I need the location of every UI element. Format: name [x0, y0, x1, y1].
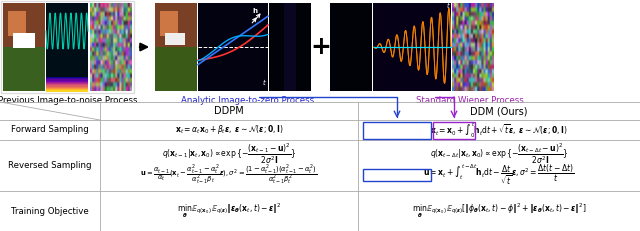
Bar [46, 84, 88, 86]
Bar [284, 3, 296, 91]
Text: $q(\mathbf{x}_{t-\Delta t}|\mathbf{x}_t, \mathbf{x}_0) \propto \exp\{-\dfrac{(\m: $q(\mathbf{x}_{t-\Delta t}|\mathbf{x}_t,… [429, 141, 568, 166]
Bar [269, 3, 311, 91]
Text: Training Objective: Training Objective [11, 207, 89, 216]
Bar [363, 122, 431, 139]
Text: $\min_{\boldsymbol{\theta}}\mathbb{E}_{q(\mathbf{x}_0)}\mathbb{E}_{q(\boldsymbol: $\min_{\boldsymbol{\theta}}\mathbb{E}_{q… [177, 202, 281, 220]
Bar [46, 77, 88, 79]
Text: $t$: $t$ [446, 0, 451, 10]
Bar [46, 3, 88, 91]
Bar [198, 3, 268, 91]
Bar [155, 47, 197, 91]
Bar [1, 1, 134, 93]
Bar [46, 79, 88, 81]
Bar [165, 33, 185, 45]
Text: DDM (Ours): DDM (Ours) [470, 106, 528, 116]
Text: Analytic Image-to-zero Process: Analytic Image-to-zero Process [181, 96, 315, 105]
Text: $\min_{\boldsymbol{\theta}}\mathbb{E}_{q(\mathbf{x}_0)}\mathbb{E}_{q(\boldsymbol: $\min_{\boldsymbol{\theta}}\mathbb{E}_{q… [412, 202, 586, 220]
Bar [160, 11, 178, 36]
Bar [8, 11, 26, 36]
Bar [46, 88, 88, 89]
Bar [3, 3, 45, 47]
Text: $\mathbf{h}$: $\mathbf{h}$ [253, 6, 259, 15]
Bar [46, 81, 88, 82]
Bar [155, 3, 197, 91]
Bar [46, 78, 88, 80]
Text: $\mathbf{u}=\dfrac{\alpha_{t-1}}{\alpha_t}(\mathbf{x}_t-\dfrac{\alpha_{t-1}^2-\a: $\mathbf{u}=\dfrac{\alpha_{t-1}}{\alpha_… [141, 163, 317, 187]
Bar [46, 90, 88, 92]
Bar [90, 3, 132, 91]
Text: $t$: $t$ [262, 77, 267, 87]
Text: $\mathbf{x}_t = \mathbf{x}_0 + \int_0^t \mathbf{h}_t\mathrm{d}t + \sqrt{t}\bolds: $\mathbf{x}_t = \mathbf{x}_0 + \int_0^t … [430, 120, 568, 140]
Text: Previous Image-to-noise Process: Previous Image-to-noise Process [0, 96, 138, 105]
Text: $\mathbf{x}_t = \alpha_t\mathbf{x}_0 + \beta_t\boldsymbol{\epsilon},\ \boldsymbo: $\mathbf{x}_t = \alpha_t\mathbf{x}_0 + \… [175, 124, 284, 137]
Text: Standard Wiener Process: Standard Wiener Process [416, 96, 524, 105]
Bar [46, 87, 88, 88]
Bar [433, 122, 475, 139]
Bar [46, 82, 88, 83]
Bar [3, 3, 45, 91]
Bar [46, 83, 88, 85]
Text: $q(\mathbf{x}_{t-1}|\mathbf{x}_t, \mathbf{x}_0) \propto \exp\{-\dfrac{(\mathbf{x: $q(\mathbf{x}_{t-1}|\mathbf{x}_t, \mathb… [162, 141, 296, 166]
Text: $\mathbf{+}$: $\mathbf{+}$ [310, 35, 330, 59]
Text: DDPM: DDPM [214, 106, 244, 116]
Text: Reversed Sampling: Reversed Sampling [8, 161, 92, 170]
Bar [46, 85, 88, 87]
Bar [3, 47, 45, 91]
Bar [363, 169, 431, 181]
Bar [13, 33, 35, 48]
Text: Forward Sampling: Forward Sampling [11, 125, 89, 134]
Bar [46, 89, 88, 91]
Text: $\mathbf{u}=\mathbf{x}_t+\int_t^{t-\Delta t}\mathbf{h}_t\mathrm{d}t-\dfrac{\Delt: $\mathbf{u}=\mathbf{x}_t+\int_t^{t-\Delt… [423, 163, 575, 187]
Bar [330, 3, 372, 91]
Bar [373, 3, 451, 91]
